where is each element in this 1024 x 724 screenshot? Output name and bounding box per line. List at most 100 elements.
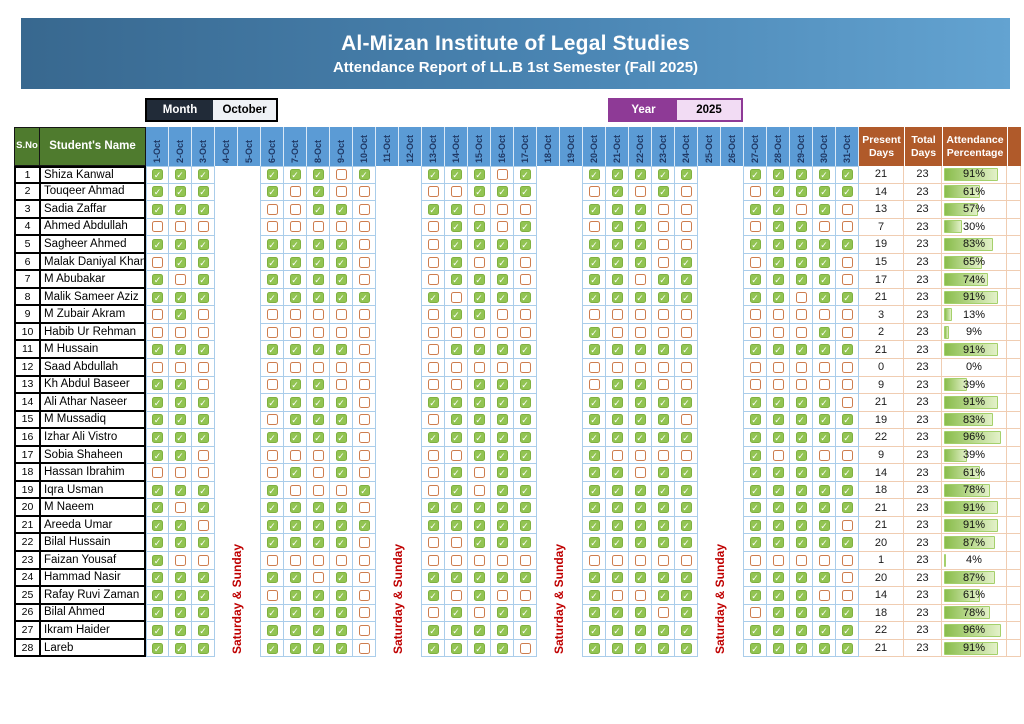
attendance-checkbox[interactable]: ✓ [266, 186, 278, 198]
attendance-checkbox[interactable]: ✓ [795, 344, 807, 356]
attendance-checkbox[interactable]: ✓ [611, 572, 623, 584]
attendance-checkbox[interactable]: ✓ [473, 519, 485, 531]
attendance-checkbox[interactable]: ✓ [197, 642, 209, 654]
attendance-checkbox[interactable] [519, 256, 531, 268]
attendance-checkbox[interactable]: ✓ [358, 519, 370, 531]
attendance-checkbox[interactable]: ✓ [795, 431, 807, 443]
attendance-checkbox[interactable] [680, 203, 692, 215]
attendance-checkbox[interactable]: ✓ [657, 344, 669, 356]
attendance-checkbox[interactable] [680, 449, 692, 461]
attendance-checkbox[interactable]: ✓ [680, 467, 692, 479]
attendance-checkbox[interactable]: ✓ [174, 309, 186, 321]
attendance-checkbox[interactable]: ✓ [611, 238, 623, 250]
attendance-checkbox[interactable] [772, 379, 784, 391]
attendance-checkbox[interactable]: ✓ [680, 169, 692, 181]
attendance-checkbox[interactable]: ✓ [335, 572, 347, 584]
attendance-checkbox[interactable] [657, 449, 669, 461]
attendance-checkbox[interactable]: ✓ [197, 396, 209, 408]
attendance-checkbox[interactable]: ✓ [289, 537, 301, 549]
attendance-checkbox[interactable] [841, 361, 853, 373]
attendance-checkbox[interactable] [818, 449, 830, 461]
attendance-checkbox[interactable]: ✓ [680, 396, 692, 408]
attendance-checkbox[interactable]: ✓ [289, 396, 301, 408]
attendance-checkbox[interactable]: ✓ [266, 642, 278, 654]
attendance-checkbox[interactable]: ✓ [312, 186, 324, 198]
attendance-checkbox[interactable]: ✓ [841, 484, 853, 496]
attendance-checkbox[interactable]: ✓ [795, 642, 807, 654]
attendance-checkbox[interactable] [657, 326, 669, 338]
attendance-checkbox[interactable]: ✓ [197, 291, 209, 303]
attendance-checkbox[interactable]: ✓ [174, 238, 186, 250]
attendance-checkbox[interactable]: ✓ [611, 484, 623, 496]
attendance-checkbox[interactable]: ✓ [152, 502, 163, 514]
attendance-checkbox[interactable]: ✓ [680, 519, 692, 531]
attendance-checkbox[interactable]: ✓ [174, 344, 186, 356]
attendance-checkbox[interactable] [266, 361, 278, 373]
attendance-checkbox[interactable]: ✓ [657, 484, 669, 496]
attendance-checkbox[interactable]: ✓ [657, 502, 669, 514]
attendance-checkbox[interactable]: ✓ [818, 203, 830, 215]
attendance-checkbox[interactable]: ✓ [450, 431, 462, 443]
attendance-checkbox[interactable] [749, 554, 761, 566]
attendance-checkbox[interactable]: ✓ [312, 624, 324, 636]
attendance-checkbox[interactable] [634, 186, 646, 198]
attendance-checkbox[interactable]: ✓ [450, 467, 462, 479]
attendance-checkbox[interactable]: ✓ [266, 624, 278, 636]
attendance-checkbox[interactable]: ✓ [266, 344, 278, 356]
attendance-checkbox[interactable]: ✓ [611, 624, 623, 636]
attendance-checkbox[interactable]: ✓ [174, 572, 186, 584]
attendance-checkbox[interactable] [289, 554, 301, 566]
attendance-checkbox[interactable]: ✓ [473, 414, 485, 426]
attendance-checkbox[interactable]: ✓ [611, 344, 623, 356]
attendance-checkbox[interactable]: ✓ [312, 589, 324, 601]
attendance-checkbox[interactable]: ✓ [749, 519, 761, 531]
attendance-checkbox[interactable]: ✓ [588, 467, 600, 479]
attendance-checkbox[interactable] [841, 449, 853, 461]
attendance-checkbox[interactable] [289, 309, 301, 321]
attendance-checkbox[interactable] [795, 203, 807, 215]
attendance-checkbox[interactable]: ✓ [795, 221, 807, 233]
attendance-checkbox[interactable]: ✓ [450, 396, 462, 408]
attendance-checkbox[interactable] [519, 642, 531, 654]
attendance-checkbox[interactable]: ✓ [680, 537, 692, 549]
attendance-checkbox[interactable]: ✓ [197, 589, 209, 601]
attendance-checkbox[interactable] [358, 326, 370, 338]
attendance-checkbox[interactable] [841, 554, 853, 566]
attendance-checkbox[interactable]: ✓ [427, 203, 439, 215]
attendance-checkbox[interactable]: ✓ [634, 431, 646, 443]
attendance-checkbox[interactable]: ✓ [473, 449, 485, 461]
attendance-checkbox[interactable] [266, 589, 278, 601]
attendance-checkbox[interactable]: ✓ [473, 396, 485, 408]
attendance-checkbox[interactable]: ✓ [450, 642, 462, 654]
attendance-checkbox[interactable]: ✓ [427, 291, 439, 303]
attendance-checkbox[interactable] [197, 221, 209, 233]
attendance-checkbox[interactable]: ✓ [772, 572, 784, 584]
attendance-checkbox[interactable] [841, 326, 853, 338]
attendance-checkbox[interactable] [450, 361, 462, 373]
attendance-checkbox[interactable]: ✓ [335, 238, 347, 250]
attendance-checkbox[interactable]: ✓ [818, 467, 830, 479]
attendance-checkbox[interactable]: ✓ [772, 238, 784, 250]
attendance-checkbox[interactable]: ✓ [657, 467, 669, 479]
attendance-checkbox[interactable]: ✓ [312, 379, 324, 391]
attendance-checkbox[interactable]: ✓ [588, 238, 600, 250]
attendance-checkbox[interactable] [680, 326, 692, 338]
attendance-checkbox[interactable]: ✓ [152, 379, 163, 391]
attendance-checkbox[interactable] [197, 554, 209, 566]
attendance-checkbox[interactable] [634, 467, 646, 479]
attendance-checkbox[interactable]: ✓ [795, 572, 807, 584]
attendance-checkbox[interactable] [519, 203, 531, 215]
attendance-checkbox[interactable] [519, 309, 531, 321]
attendance-checkbox[interactable]: ✓ [588, 572, 600, 584]
attendance-checkbox[interactable]: ✓ [312, 344, 324, 356]
attendance-checkbox[interactable]: ✓ [289, 519, 301, 531]
attendance-checkbox[interactable] [450, 537, 462, 549]
attendance-checkbox[interactable] [427, 484, 439, 496]
attendance-checkbox[interactable]: ✓ [680, 484, 692, 496]
attendance-checkbox[interactable]: ✓ [312, 169, 324, 181]
attendance-checkbox[interactable]: ✓ [496, 396, 508, 408]
attendance-checkbox[interactable]: ✓ [266, 396, 278, 408]
attendance-checkbox[interactable]: ✓ [588, 326, 600, 338]
attendance-checkbox[interactable]: ✓ [795, 414, 807, 426]
attendance-checkbox[interactable] [289, 203, 301, 215]
